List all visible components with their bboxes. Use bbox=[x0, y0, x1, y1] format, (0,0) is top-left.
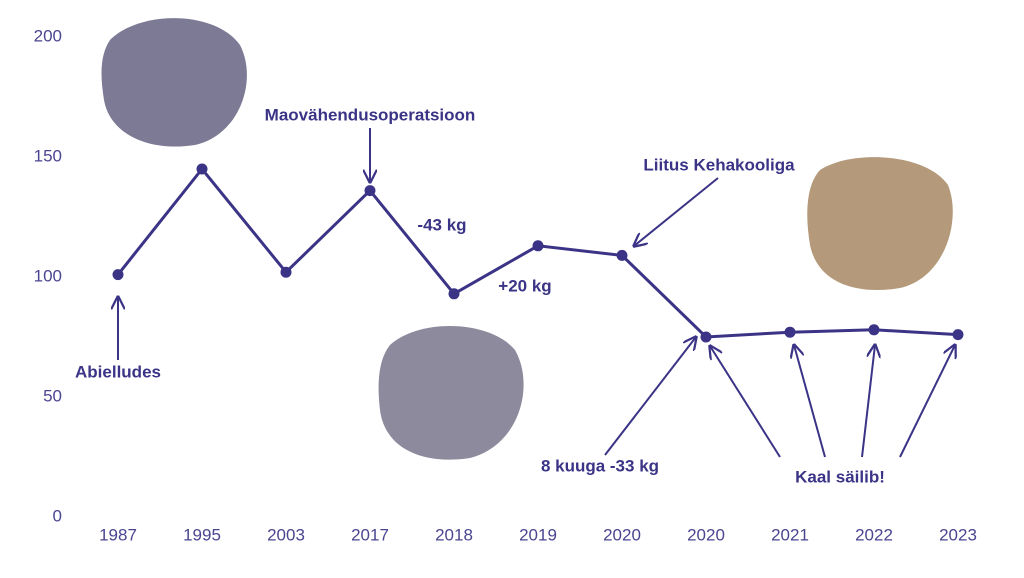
photo bbox=[101, 18, 247, 147]
annotation-arrow bbox=[861, 345, 875, 458]
point bbox=[616, 249, 628, 261]
x-tick-label: 2018 bbox=[435, 525, 473, 544]
x-tick-label: 1995 bbox=[183, 525, 221, 544]
x-tick-label: 1987 bbox=[99, 525, 137, 544]
point bbox=[952, 329, 964, 341]
x-tick-label: 2021 bbox=[771, 525, 809, 544]
x-tick-label: 2020 bbox=[687, 525, 725, 544]
point bbox=[532, 240, 544, 252]
annotation: 8 kuuga -33 kg bbox=[541, 456, 659, 475]
x-tick-label: 2019 bbox=[519, 525, 557, 544]
x-tick-label: 2017 bbox=[351, 525, 389, 544]
x-tick-label: 2023 bbox=[939, 525, 977, 544]
point bbox=[364, 185, 376, 197]
annotation-arrow bbox=[634, 177, 719, 246]
x-tick-label: 2022 bbox=[855, 525, 893, 544]
point bbox=[868, 324, 880, 336]
y-tick-label: 150 bbox=[34, 146, 62, 165]
x-tick-label: 2003 bbox=[267, 525, 305, 544]
annotation: Liitus Kehakooliga bbox=[643, 155, 795, 174]
y-tick-label: 200 bbox=[34, 26, 62, 45]
annotation: +20 kg bbox=[498, 276, 551, 295]
annotation: Kaal säilib! bbox=[795, 467, 885, 486]
annotation: Abielludes bbox=[75, 362, 161, 381]
y-tick-label: 50 bbox=[43, 386, 62, 405]
photo bbox=[378, 326, 524, 460]
annotation: -43 kg bbox=[417, 215, 466, 234]
point bbox=[196, 163, 208, 175]
x-tick-label: 2020 bbox=[603, 525, 641, 544]
y-tick-label: 100 bbox=[34, 266, 62, 285]
photo bbox=[807, 157, 953, 291]
annotation-arrow bbox=[794, 345, 826, 458]
y-tick-label: 0 bbox=[53, 506, 62, 525]
annotation-arrow bbox=[710, 346, 781, 458]
point bbox=[448, 288, 460, 300]
point bbox=[784, 326, 796, 338]
point bbox=[700, 331, 712, 343]
annotation-arrow bbox=[899, 345, 955, 458]
annotation: Maovähendusoperatsioon bbox=[265, 105, 476, 124]
annotation-arrow bbox=[604, 337, 696, 456]
point bbox=[112, 269, 124, 281]
point bbox=[280, 266, 292, 278]
